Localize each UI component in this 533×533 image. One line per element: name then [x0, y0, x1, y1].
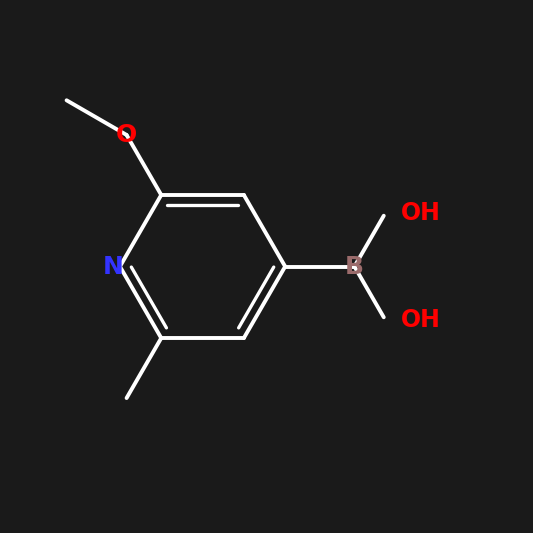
Text: N: N — [103, 254, 124, 279]
Text: OH: OH — [401, 201, 441, 225]
Text: O: O — [116, 123, 137, 147]
Text: OH: OH — [401, 308, 441, 332]
Text: B: B — [345, 254, 364, 279]
